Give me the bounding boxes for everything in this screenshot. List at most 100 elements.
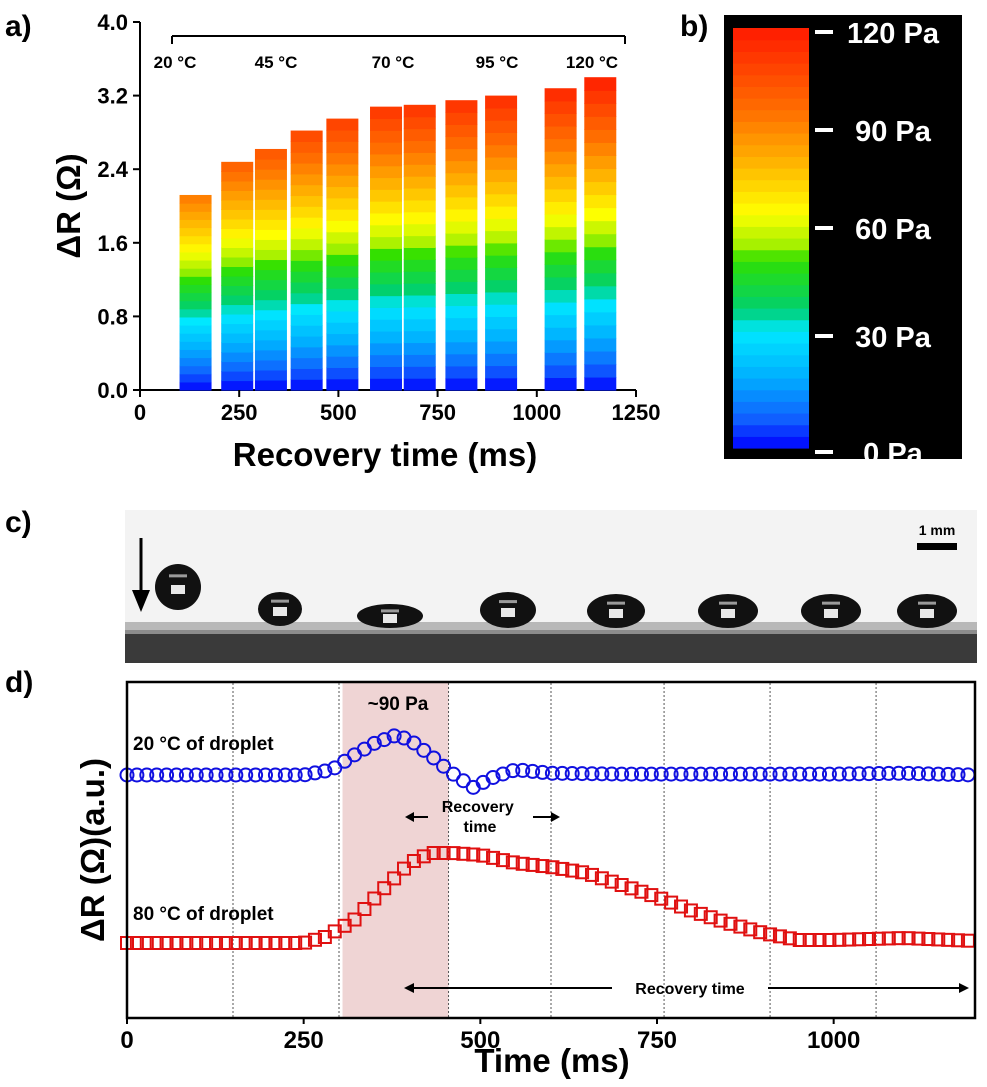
series-1-point-38	[495, 766, 511, 782]
series-1-point-56	[673, 766, 689, 782]
series-2-point-30	[416, 849, 431, 864]
series-1-point-46	[574, 766, 590, 782]
substrate-edge	[125, 630, 977, 634]
series-1-point-62	[732, 766, 748, 782]
series-1-point-43	[544, 765, 560, 781]
series-1-point-32	[436, 758, 452, 774]
series-2-point-24	[357, 902, 372, 916]
colorbar-tick-mark-4	[815, 450, 833, 454]
series-1-point-79	[901, 765, 917, 781]
colorbar-band-35	[733, 39, 809, 52]
series-1-point-60	[713, 766, 729, 782]
colorbar-band-27	[733, 133, 809, 146]
panel-d-series	[119, 728, 976, 950]
colorbar-band-7	[733, 366, 809, 379]
colorbar-band-24	[733, 168, 809, 181]
recovery-long-arrowhead-right	[959, 983, 969, 993]
series-2-point-59	[703, 910, 718, 925]
panel-a-bar-9	[485, 95, 518, 391]
series-1-point-2	[139, 767, 155, 783]
series-2-point-55	[664, 895, 679, 910]
series-2-point-70	[812, 933, 827, 947]
series-2-point-23	[347, 912, 362, 927]
series-2-point-69	[802, 933, 817, 947]
panel-d-x-tick-label-4: 1000	[807, 1027, 860, 1054]
series-2-point-61	[723, 916, 738, 931]
pressure-highlight-region	[342, 683, 449, 1017]
colorbar-band-4	[733, 401, 809, 414]
panel-d-gridlines	[232, 683, 877, 1017]
colorbar-band-36	[733, 28, 809, 41]
panel-d-x-tick-label-2: 500	[460, 1027, 500, 1054]
series-1-point-30	[416, 742, 432, 758]
series-2-point-4	[159, 936, 174, 950]
colorbar-band-5	[733, 389, 809, 402]
panel-a-y-tick-label-5: 4.0	[97, 10, 128, 35]
series-2-point-82	[931, 932, 946, 947]
colorbar-band-9	[733, 343, 809, 356]
series-1-point-7	[188, 767, 204, 783]
series-2-point-11	[228, 936, 243, 950]
series-2-point-65	[763, 927, 778, 942]
series-2-point-83	[941, 932, 956, 947]
colorbar-band-13	[733, 296, 809, 309]
colorbar-band-19	[733, 226, 809, 239]
series-2-point-29	[406, 854, 421, 868]
panel-a-x-tick-label-1: 250	[221, 400, 258, 425]
series-1-point-48	[594, 766, 610, 782]
series-2-point-38	[495, 853, 510, 868]
series-2-point-7	[189, 936, 204, 950]
panel-c-label: c)	[5, 506, 32, 539]
series-1-point-12	[238, 767, 254, 783]
colorbar-band-14	[733, 284, 809, 297]
series-1-point-8	[198, 767, 214, 783]
series-2-point-35	[466, 847, 481, 862]
series-1-point-63	[742, 766, 758, 782]
series-1-point-29	[406, 735, 422, 751]
series-2-point-78	[891, 931, 906, 946]
colorbar-strips	[733, 28, 809, 449]
panel-d-x-label: Time (ms)	[474, 1042, 629, 1079]
panel-d-label: d)	[5, 666, 33, 699]
series-2-point-71	[822, 933, 837, 947]
panel-a-y-tick-label-0: 0.0	[97, 378, 128, 403]
series-2-point-80	[911, 931, 926, 946]
series-1-point-66	[772, 766, 788, 782]
droplets	[155, 564, 957, 628]
series-2-point-2	[139, 936, 154, 950]
series-1-point-54	[653, 766, 669, 782]
recovery-time-short-annotation: Recovery time	[442, 799, 519, 836]
colorbar-band-34	[733, 51, 809, 64]
series-1-point-78	[891, 765, 907, 781]
colorbar-band-11	[733, 319, 809, 332]
series-2-point-62	[733, 919, 748, 934]
series-2-point-32	[436, 846, 451, 860]
colorbar-band-31	[733, 86, 809, 99]
colorbar-band-10	[733, 331, 809, 344]
panel-a-bar-11	[584, 77, 617, 391]
series-2-point-5	[169, 936, 184, 950]
panel-a-bar-7	[403, 104, 436, 391]
temperature-labels: 20 °C 45 °C 70 °C 95 °C 120 °C	[154, 53, 618, 72]
panel-a-y-tick-label-4: 3.2	[97, 84, 128, 109]
series-2-point-60	[713, 913, 728, 928]
colorbar-band-17	[733, 249, 809, 262]
panel-d-ticks: 0 250 500 750 1000	[120, 1017, 860, 1054]
series-2-point-50	[614, 878, 629, 892]
series-2-point-81	[921, 932, 936, 947]
series-1-point-80	[910, 766, 926, 782]
series-2-point-54	[654, 891, 669, 906]
series-2-point-49	[604, 874, 619, 889]
series-1-point-73	[841, 766, 857, 782]
series-2-point-56	[674, 899, 689, 914]
series-1-point-76	[871, 766, 887, 782]
series-1-point-19	[307, 765, 323, 781]
series-2-point-45	[565, 863, 580, 878]
temperature-label-2: 45 °C	[255, 53, 298, 72]
series-1-point-4	[159, 767, 175, 783]
series-2-point-58	[693, 906, 708, 921]
colorbar-tick-label-2: 60 Pa	[855, 214, 932, 246]
series-1-point-27	[386, 728, 402, 744]
series-1-point-50	[614, 766, 630, 782]
series-1-point-67	[782, 766, 798, 782]
